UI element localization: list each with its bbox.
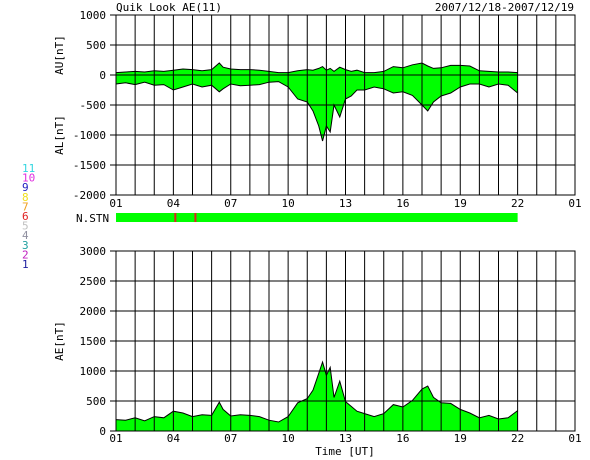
- ae-fill-layer: [116, 362, 518, 431]
- ae-y-tick-labels: 3000 2500 2000 1500 1000 500 0: [80, 245, 116, 438]
- y-tick-label: -1000: [73, 129, 106, 142]
- station-bar-marks: [174, 213, 197, 222]
- station-count-legend-label: 9: [22, 181, 29, 194]
- y-tick-label: 500: [86, 39, 106, 52]
- station-count-legend-label: 8: [22, 191, 29, 204]
- al-axis-label: AL[nT]: [53, 115, 66, 155]
- x-tick-label: 07: [224, 197, 237, 210]
- x-tick-label: 22: [511, 197, 524, 210]
- au-al-panel: 1000 500 0 -500 -1000 -1500 -2000 01 04 07 10 13 16…: [53, 9, 582, 210]
- station-count-legend-label: 1: [22, 258, 29, 271]
- y-tick-label: -500: [80, 99, 107, 112]
- y-tick-label: 0: [99, 69, 106, 82]
- y-tick-label: 1000: [80, 365, 107, 378]
- chart-title: Quik Look AE(11): [116, 1, 222, 14]
- station-bar-mark: [174, 213, 177, 222]
- x-axis-title: Time [UT]: [315, 445, 375, 458]
- station-bar: [116, 213, 518, 222]
- au-al-grid: [116, 15, 575, 195]
- station-count-legend-label: 11: [22, 162, 35, 175]
- x-tick-label: 04: [167, 197, 181, 210]
- date-range: 2007/12/18-2007/12/19: [435, 1, 574, 14]
- ae-series-line: [115, 360, 518, 423]
- y-tick-label: -2000: [73, 189, 106, 202]
- y-tick-label: 0: [99, 425, 106, 438]
- y-tick-label: -1500: [73, 159, 106, 172]
- station-count-legend-label: 6: [22, 210, 29, 223]
- al-series-line: [115, 81, 518, 142]
- ae-series-area: [116, 362, 518, 431]
- ae-axis-label: AE[nT]: [53, 321, 66, 361]
- x-tick-label: 04: [167, 432, 181, 445]
- station-count-legend-label: 4: [22, 229, 29, 242]
- y-tick-label: 3000: [80, 245, 107, 258]
- y-tick-label: 500: [86, 395, 106, 408]
- y-tick-label: 2500: [80, 275, 107, 288]
- ae-grid: [116, 251, 575, 431]
- ae-panel: 3000 2500 2000 1500 1000 500 0 01 04 07 10 13 16 19 2…: [53, 245, 582, 445]
- y-tick-label: 1000: [80, 9, 107, 22]
- x-tick-label: 01: [568, 197, 581, 210]
- au-series-line: [115, 62, 518, 74]
- x-tick-label: 10: [282, 432, 295, 445]
- x-tick-label: 07: [224, 432, 237, 445]
- x-tick-label: 13: [339, 197, 352, 210]
- y-tick-label: 2000: [80, 305, 107, 318]
- x-tick-label: 19: [454, 197, 467, 210]
- station-count-legend-label: 5: [22, 220, 29, 233]
- x-tick-label: 01: [109, 197, 122, 210]
- x-tick-label: 16: [396, 197, 409, 210]
- au-al-line-layer: [115, 62, 518, 142]
- station-count-legend-label: 3: [22, 239, 29, 252]
- au-axis-label: AU[nT]: [53, 35, 66, 75]
- x-tick-label: 01: [109, 432, 122, 445]
- y-tick-label: 1500: [80, 335, 107, 348]
- al-series-area: [116, 75, 518, 141]
- x-tick-label: 16: [396, 432, 409, 445]
- x-tick-label: 19: [454, 432, 467, 445]
- ae-line-layer: [115, 360, 518, 423]
- station-count-legend-label: 7: [22, 200, 29, 213]
- au-al-y-tick-labels: 1000 500 0 -500 -1000 -1500 -2000: [73, 9, 116, 202]
- au-al-x-tick-labels: 01 04 07 10 13 16 19 22 01: [109, 197, 581, 210]
- x-tick-label: 22: [511, 432, 524, 445]
- station-bar-mark: [194, 213, 197, 222]
- station-count-legend-label: 10: [22, 172, 35, 185]
- x-tick-label: 10: [282, 197, 295, 210]
- x-tick-label: 13: [339, 432, 352, 445]
- station-bar-label: N.STN: [76, 212, 109, 225]
- ae-x-tick-labels: 01 04 07 10 13 16 19 22 01: [109, 432, 581, 445]
- station-bar-row: N.STN: [76, 212, 518, 225]
- x-tick-label: 01: [568, 432, 581, 445]
- station-count-legend-label: 2: [22, 248, 29, 261]
